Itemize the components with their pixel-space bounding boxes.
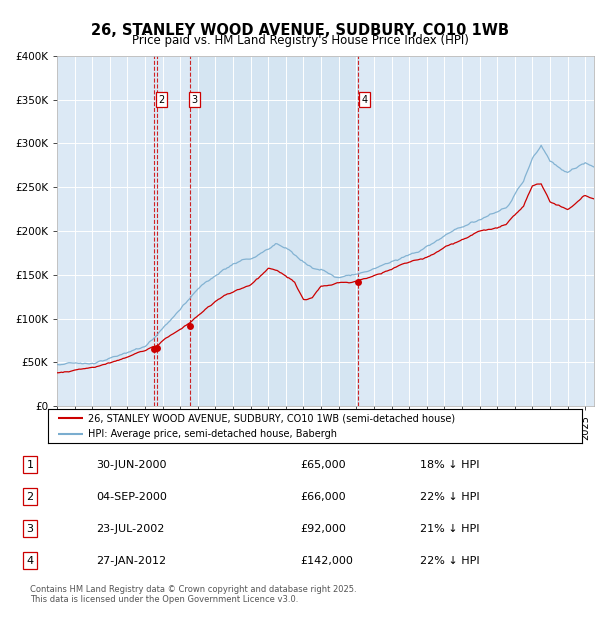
Text: 3: 3	[26, 524, 34, 534]
Text: Price paid vs. HM Land Registry's House Price Index (HPI): Price paid vs. HM Land Registry's House …	[131, 34, 469, 47]
Text: 04-SEP-2000: 04-SEP-2000	[96, 492, 167, 502]
Text: £142,000: £142,000	[300, 556, 353, 565]
Text: 26, STANLEY WOOD AVENUE, SUDBURY, CO10 1WB (semi-detached house): 26, STANLEY WOOD AVENUE, SUDBURY, CO10 1…	[88, 414, 455, 423]
Text: 27-JAN-2012: 27-JAN-2012	[96, 556, 166, 565]
Text: 18% ↓ HPI: 18% ↓ HPI	[420, 459, 479, 469]
Text: 4: 4	[26, 556, 34, 565]
Text: 22% ↓ HPI: 22% ↓ HPI	[420, 492, 479, 502]
Text: 1: 1	[26, 459, 34, 469]
Text: 4: 4	[362, 95, 368, 105]
Point	[149, 344, 158, 354]
Text: £66,000: £66,000	[300, 492, 346, 502]
Point	[353, 277, 362, 286]
Text: 2: 2	[26, 492, 34, 502]
Text: £92,000: £92,000	[300, 524, 346, 534]
Text: HPI: Average price, semi-detached house, Babergh: HPI: Average price, semi-detached house,…	[88, 429, 337, 439]
Text: Contains HM Land Registry data © Crown copyright and database right 2025.
This d: Contains HM Land Registry data © Crown c…	[30, 585, 356, 604]
Text: 21% ↓ HPI: 21% ↓ HPI	[420, 524, 479, 534]
Point	[152, 343, 161, 353]
Bar	[190, 56, 358, 406]
Text: 3: 3	[191, 95, 197, 105]
Text: 30-JUN-2000: 30-JUN-2000	[96, 459, 167, 469]
Text: 23-JUL-2002: 23-JUL-2002	[96, 524, 164, 534]
Text: 2: 2	[158, 95, 164, 105]
Text: 22% ↓ HPI: 22% ↓ HPI	[420, 556, 479, 565]
Text: 26, STANLEY WOOD AVENUE, SUDBURY, CO10 1WB: 26, STANLEY WOOD AVENUE, SUDBURY, CO10 1…	[91, 23, 509, 38]
Text: £65,000: £65,000	[300, 459, 346, 469]
Point	[185, 321, 195, 330]
